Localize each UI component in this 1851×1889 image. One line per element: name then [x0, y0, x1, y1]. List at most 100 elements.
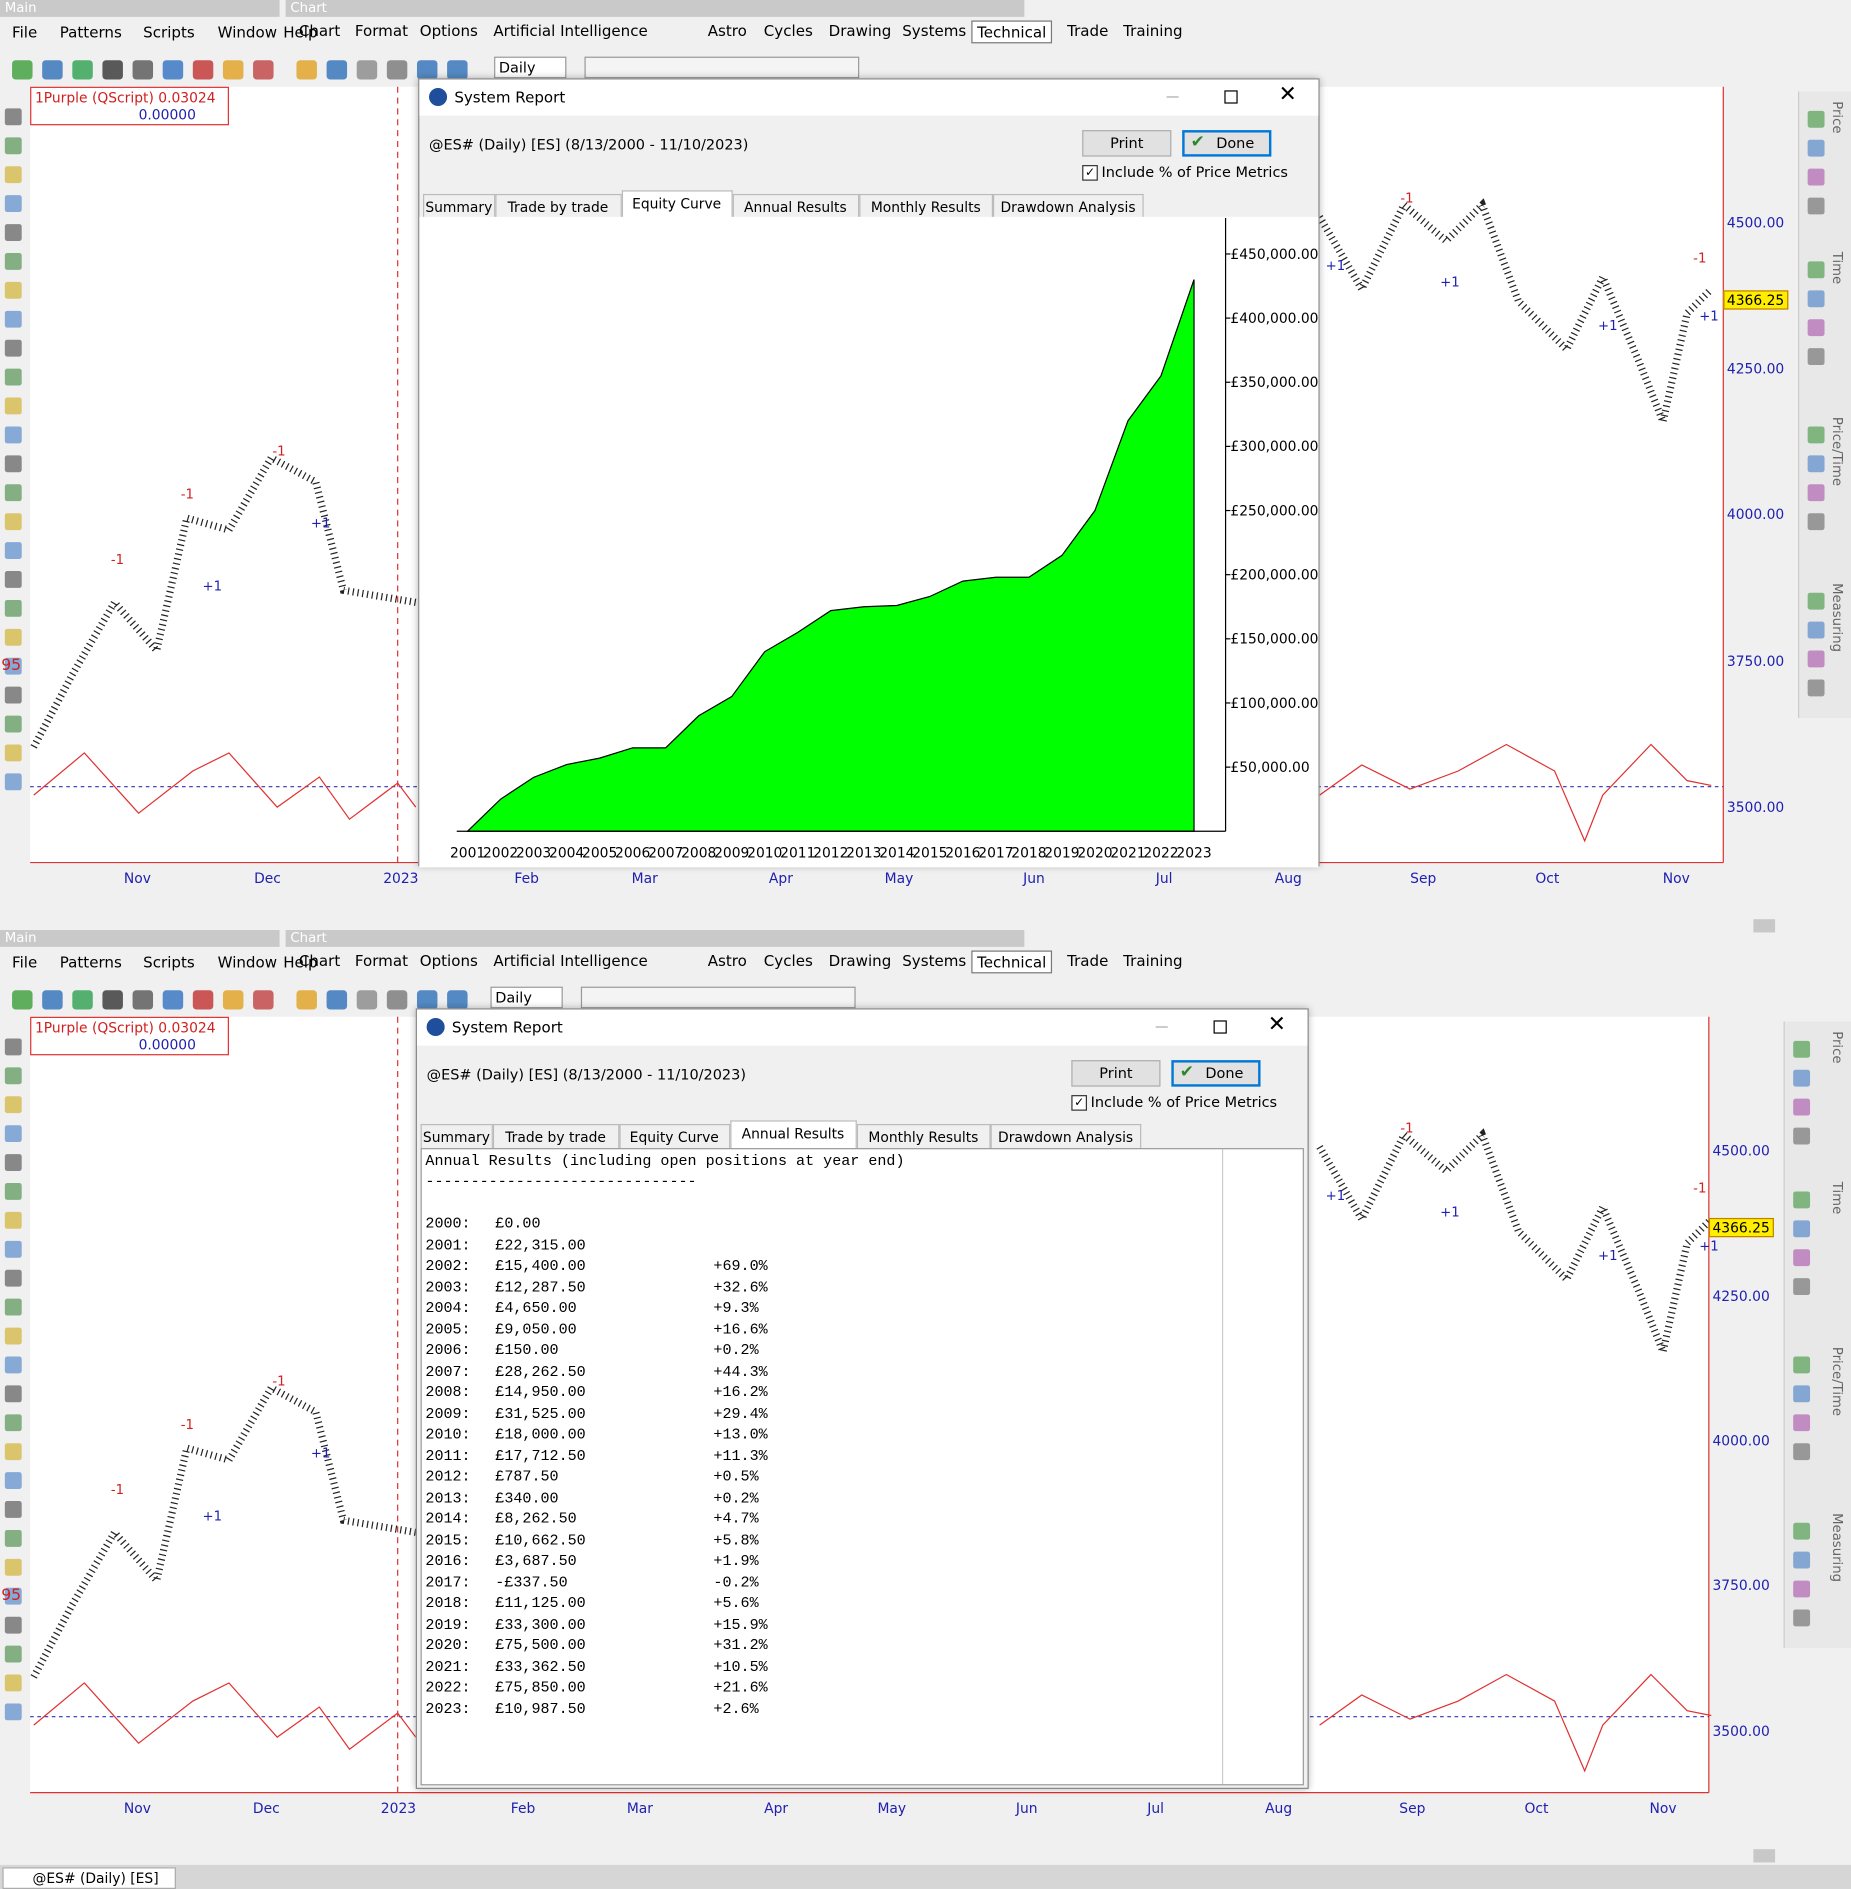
menu-item[interactable]: Training — [1123, 951, 1183, 970]
include-checkbox[interactable]: ✓ — [1071, 1095, 1088, 1111]
tool-button[interactable] — [4, 571, 22, 588]
menu-item[interactable]: Artificial Intelligence — [493, 951, 648, 970]
side-tool[interactable] — [1807, 110, 1825, 128]
tool-button[interactable] — [4, 397, 22, 415]
menu-item[interactable]: Technical — [971, 20, 1053, 44]
report-tab[interactable]: Annual Results — [732, 193, 859, 219]
side-tab[interactable]: Measuring — [1829, 583, 1846, 653]
tool-button[interactable] — [4, 1240, 22, 1258]
toolbar-button[interactable] — [72, 990, 93, 1010]
tool-button[interactable] — [4, 426, 22, 444]
tool-button[interactable] — [4, 484, 22, 502]
menu-item[interactable]: Format — [354, 951, 409, 970]
menu-item[interactable]: Format — [354, 21, 409, 40]
side-tool[interactable] — [1793, 1522, 1811, 1540]
side-tool[interactable] — [1793, 1414, 1811, 1432]
tool-button[interactable] — [4, 542, 22, 559]
toolbar-button[interactable] — [72, 60, 93, 80]
tool-button[interactable] — [4, 1154, 22, 1171]
tool-button[interactable] — [4, 744, 22, 762]
toolbar-button[interactable] — [222, 60, 244, 80]
toolbar-button[interactable] — [416, 990, 438, 1010]
toolbar-button[interactable] — [296, 990, 317, 1010]
toolbar-button[interactable] — [102, 60, 123, 80]
toolbar-button[interactable] — [12, 60, 33, 80]
side-tab[interactable]: Price/Time — [1829, 1346, 1846, 1417]
side-tool[interactable] — [1793, 1191, 1811, 1209]
menu-item[interactable]: File — [12, 22, 38, 41]
toolbar-button[interactable] — [386, 990, 408, 1010]
done-button[interactable]: Done — [1171, 1060, 1261, 1087]
menu-item[interactable]: Help — [283, 22, 318, 41]
print-button[interactable]: Print — [1082, 130, 1172, 157]
tool-button[interactable] — [4, 1125, 22, 1143]
side-tool[interactable] — [1807, 197, 1825, 215]
tool-button[interactable] — [4, 773, 22, 791]
toolbar-button[interactable] — [162, 990, 184, 1010]
tool-button[interactable] — [4, 1674, 22, 1692]
menu-item[interactable]: Help — [283, 952, 318, 971]
menu-item[interactable]: File — [12, 952, 38, 971]
menu-item[interactable]: Window — [217, 22, 278, 41]
side-tool[interactable] — [1807, 621, 1825, 639]
tool-button[interactable] — [4, 310, 22, 328]
tool-button[interactable] — [4, 1298, 22, 1316]
report-tab[interactable]: Drawdown Analysis — [993, 193, 1144, 219]
menu-item[interactable]: Technical — [971, 950, 1053, 974]
close-button[interactable]: ✕ — [1267, 1011, 1286, 1038]
side-tool[interactable] — [1807, 168, 1825, 186]
report-tab[interactable]: Summary — [420, 1123, 493, 1149]
tool-button[interactable] — [4, 1443, 22, 1461]
side-tool[interactable] — [1793, 1385, 1811, 1403]
menu-item[interactable]: Astro — [707, 21, 747, 40]
tool-button[interactable] — [4, 224, 22, 241]
tool-button[interactable] — [4, 1211, 22, 1229]
minimize-button[interactable] — [1155, 1026, 1168, 1028]
menu-item[interactable]: Options — [419, 21, 478, 40]
side-tool[interactable] — [1793, 1069, 1811, 1087]
report-tab[interactable]: Summary — [422, 193, 495, 219]
tool-button[interactable] — [4, 1096, 22, 1114]
maximize-button[interactable] — [1224, 90, 1238, 104]
side-tool[interactable] — [1793, 1249, 1811, 1267]
tool-button[interactable] — [4, 1414, 22, 1432]
tool-button[interactable] — [4, 195, 22, 213]
side-tool[interactable] — [1793, 1580, 1811, 1598]
menu-item[interactable]: Patterns — [59, 952, 122, 971]
side-tool[interactable] — [1793, 1098, 1811, 1116]
toolbar-button[interactable] — [326, 60, 348, 80]
include-checkbox[interactable]: ✓ — [1082, 165, 1098, 181]
tool-button[interactable] — [4, 455, 22, 473]
symbol-select[interactable] — [584, 56, 860, 79]
toolbar-button[interactable] — [356, 60, 378, 80]
menu-item[interactable]: Systems — [902, 21, 967, 40]
tool-button[interactable] — [4, 1558, 22, 1576]
print-button[interactable]: Print — [1071, 1060, 1161, 1087]
report-tab[interactable]: Drawdown Analysis — [990, 1123, 1141, 1149]
toolbar-button[interactable] — [42, 60, 63, 80]
tool-button[interactable] — [4, 1356, 22, 1374]
toolbar-button[interactable] — [416, 60, 438, 80]
toolbar-button[interactable] — [447, 60, 468, 80]
toolbar-button[interactable] — [326, 990, 348, 1010]
side-tool[interactable] — [1793, 1356, 1811, 1374]
tool-button[interactable] — [4, 368, 22, 386]
tool-button[interactable] — [4, 1587, 22, 1605]
toolbar-button[interactable] — [162, 60, 184, 80]
tool-button[interactable] — [4, 715, 22, 733]
side-tool[interactable] — [1807, 290, 1825, 308]
menu-item[interactable]: Chart — [298, 951, 341, 970]
toolbar-button[interactable] — [386, 60, 408, 80]
tool-button[interactable] — [4, 628, 22, 646]
side-tool[interactable] — [1793, 1443, 1811, 1461]
timeframe-select[interactable]: Daily — [494, 56, 567, 79]
toolbar-button[interactable] — [42, 990, 63, 1010]
tool-button[interactable] — [4, 1501, 22, 1518]
menu-item[interactable]: Trade — [1067, 21, 1109, 40]
tool-button[interactable] — [4, 1183, 22, 1200]
side-tool[interactable] — [1807, 513, 1825, 531]
toolbar-button[interactable] — [132, 990, 154, 1010]
menu-item[interactable]: Trade — [1067, 951, 1109, 970]
report-tab[interactable]: Monthly Results — [858, 193, 994, 219]
menu-item[interactable]: Systems — [902, 951, 967, 970]
